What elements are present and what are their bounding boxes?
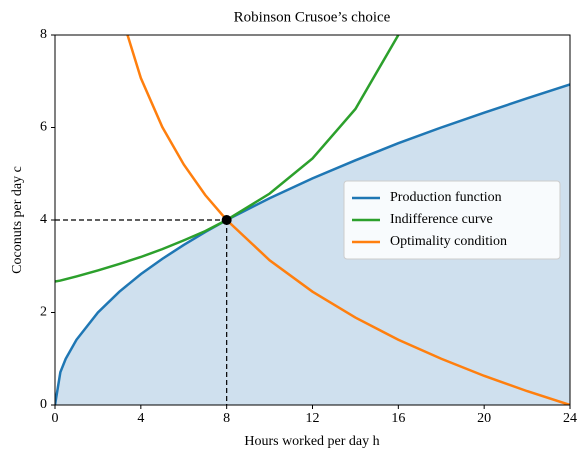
optimum-point — [221, 215, 232, 225]
line — [126, 35, 570, 405]
line — [55, 35, 400, 283]
y-tick-label: 2 — [40, 305, 47, 320]
x-tick-label: 0 — [52, 411, 59, 426]
x-tick-label: 20 — [477, 411, 491, 426]
x-tick-label: 24 — [563, 411, 577, 426]
y-tick-label: 8 — [40, 27, 47, 42]
legend-box — [343, 180, 561, 260]
legend-label: Optimality condition — [390, 234, 507, 249]
area — [55, 84, 570, 405]
x-tick-label: 12 — [306, 411, 320, 426]
legend-label: Indifference curve — [390, 212, 493, 227]
chart-title: Robinson Crusoe’s choice — [234, 9, 391, 25]
y-tick-label: 4 — [40, 212, 47, 227]
legend-label: Production function — [390, 190, 502, 205]
x-tick-label: 4 — [137, 411, 144, 426]
x-tick-label: 16 — [391, 411, 405, 426]
x-axis-label: Hours worked per day h — [244, 434, 379, 449]
y-tick-label: 0 — [40, 397, 47, 412]
y-axis-label: Coconuts per day c — [10, 166, 25, 274]
y-tick-label: 6 — [40, 120, 47, 135]
x-tick-label: 8 — [223, 411, 230, 426]
plot-area — [55, 35, 570, 405]
